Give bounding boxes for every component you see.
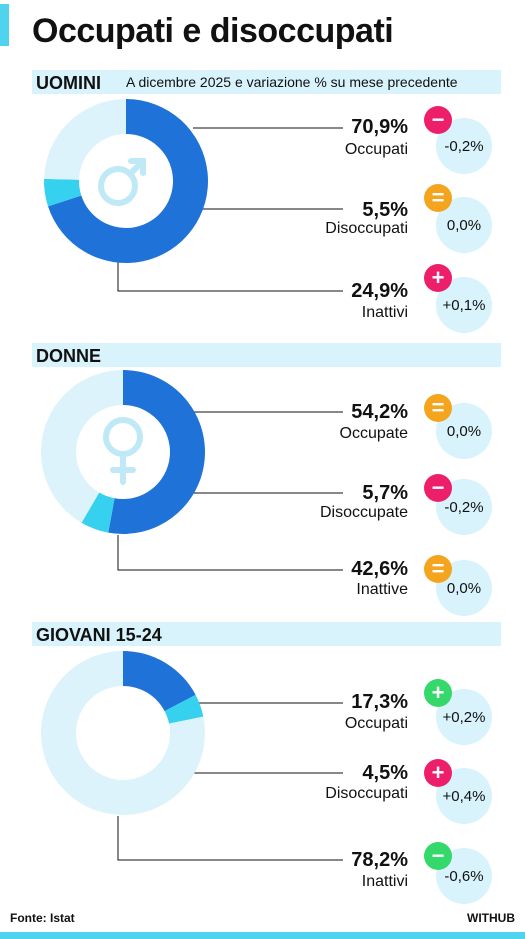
data-label: 17,3% [351,691,408,713]
leader-line [117,535,343,571]
variation-badge: − [424,474,452,502]
category-label: Inattive [356,581,408,598]
donut-chart-giovani [40,651,205,815]
variation-badge: − [424,106,452,134]
variation-badge: + [424,264,452,292]
slice-occupati [123,651,196,712]
category-label: Disoccupate [319,504,408,521]
section-band-donne: DONNE [32,343,501,367]
section-title: DONNE [36,346,102,366]
leader-line [117,816,343,861]
variation-value: 0,0% [446,423,482,440]
category-label: Disoccupati [325,220,408,237]
section-title: GIOVANI 15-24 [36,625,162,645]
category-label: Inattivi [361,873,408,890]
data-label: 78,2% [351,849,408,871]
slice-occupati [48,99,208,263]
male-symbol-icon [98,158,146,206]
variation-badge: = [424,394,452,422]
slice-inattivi [41,370,124,523]
data-label: 5,5% [362,199,408,221]
variation-badge: + [424,679,452,707]
variation-value: -0,6% [444,868,484,885]
variation-value: 0,0% [446,217,482,234]
variation-badge: + [424,759,452,787]
data-label: 4,5% [362,762,408,784]
leader-line [117,261,343,292]
female-symbol-icon [103,417,143,485]
donut-chart-donne [41,370,206,534]
slice-disoccupati [81,492,115,533]
variation-badge: = [424,555,452,583]
data-label: 24,9% [351,280,408,302]
chart-subtitle: A dicembre 2025 e variazione % su mese p… [126,74,458,90]
slice-disoccupati [164,694,204,724]
data-label: 42,6% [351,558,408,580]
data-label: 54,2% [351,401,408,423]
slice-disoccupati [44,178,82,207]
variation-bubble: -0,6% [436,848,492,904]
section-title: UOMINI [36,73,101,93]
title-accent-bar [0,4,9,46]
category-label: Occupati [344,715,408,732]
slice-inattivi [44,99,126,180]
section-band-giovani: GIOVANI 15-24 [32,622,501,646]
page-title: Occupati e disoccupati [32,12,394,50]
variation-value: -0,2% [444,499,484,516]
source-note: Fonte: Istat [10,911,75,925]
variation-value: +0,4% [442,788,486,805]
donut-chart-uomini [44,99,208,263]
footer-bar [0,932,525,939]
category-label: Occupate [339,425,408,442]
variation-value: 0,0% [446,580,482,597]
brand-logo: WITHUB [467,911,515,925]
category-label: Disoccupati [325,785,408,802]
data-label: 70,9% [351,116,408,138]
section-band-uomini: UOMINI A dicembre 2025 e variazione % su… [32,70,501,94]
variation-badge: − [424,842,452,870]
variation-badge: = [424,184,452,212]
category-label: Inattivi [361,304,408,321]
category-label: Occupati [344,141,408,158]
variation-value: +0,2% [442,709,486,726]
variation-value: -0,2% [444,138,484,155]
slice-inattivi [40,651,205,815]
data-label: 5,7% [362,482,408,504]
slice-occupati [108,370,206,534]
variation-value: +0,1% [442,297,486,314]
